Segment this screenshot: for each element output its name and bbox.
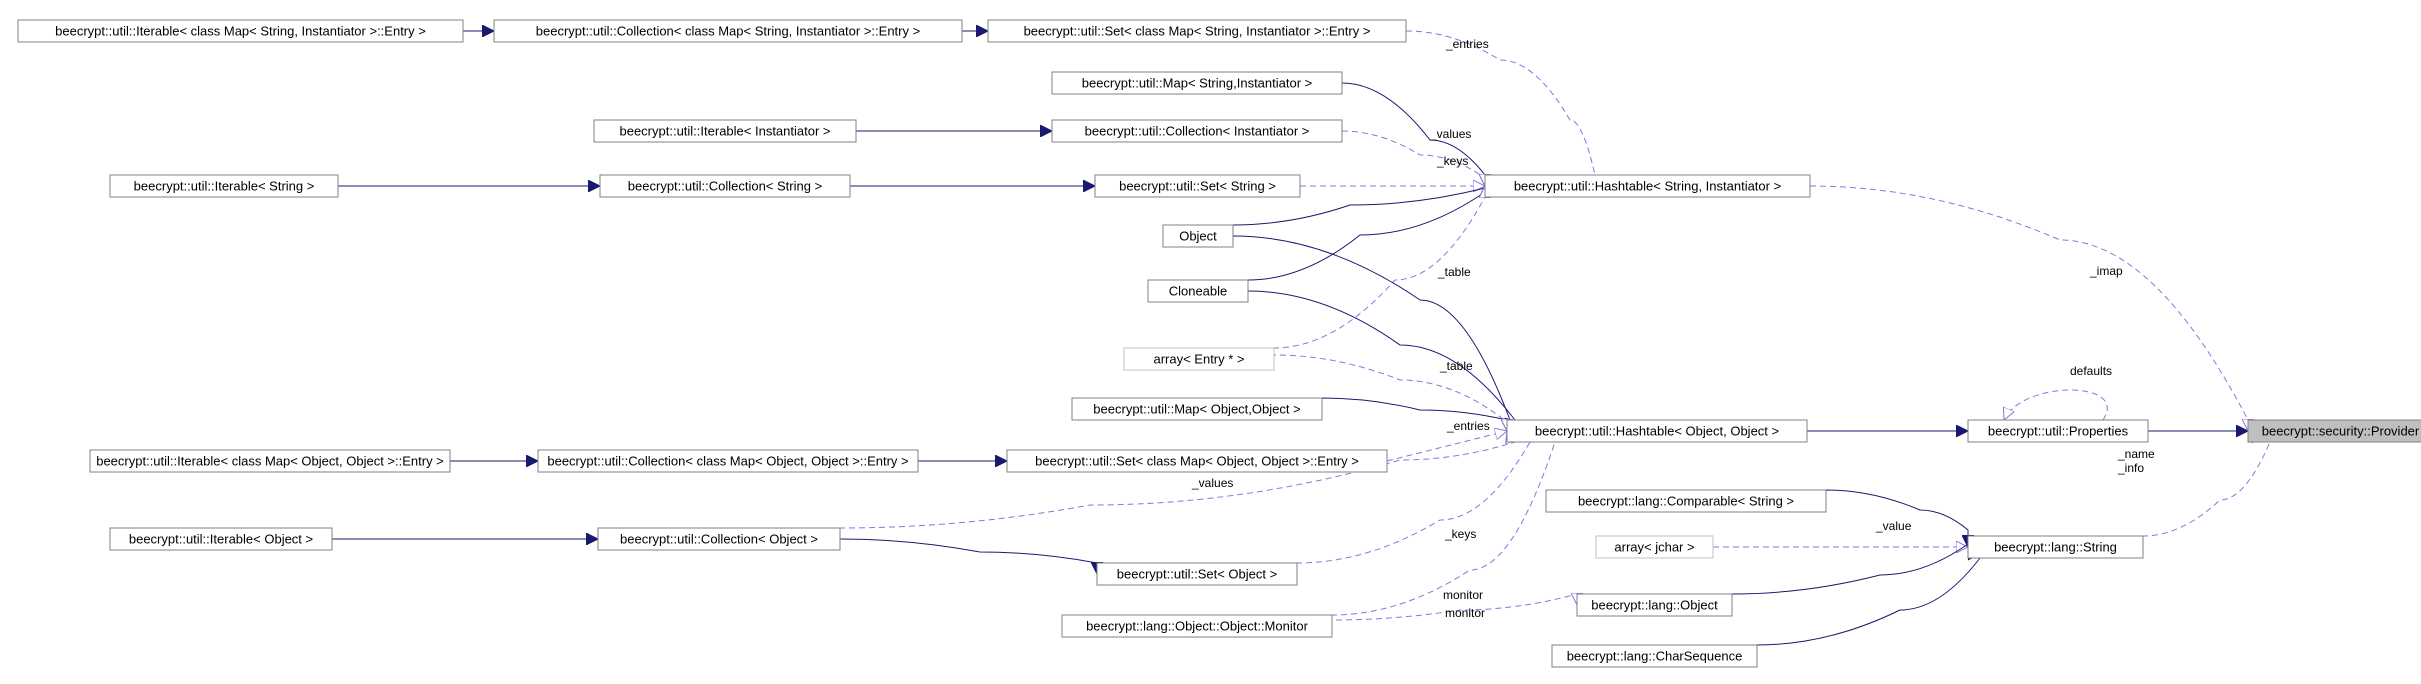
node-hashOO[interactable]: beecrypt::util::Hashtable< Object, Objec… bbox=[1507, 420, 1807, 442]
node-label: beecrypt::util::Collection< Instantiator… bbox=[1085, 123, 1310, 138]
edge-label: _keys bbox=[1436, 154, 1468, 168]
node-collInst[interactable]: beecrypt::util::Collection< Instantiator… bbox=[1052, 120, 1342, 142]
node-hashSI[interactable]: beecrypt::util::Hashtable< String, Insta… bbox=[1485, 175, 1810, 197]
node-label: beecrypt::util::Collection< String > bbox=[628, 178, 822, 193]
node-label: beecrypt::util::Set< class Map< Object, … bbox=[1035, 453, 1359, 468]
node-compStr[interactable]: beecrypt::lang::Comparable< String > bbox=[1546, 490, 1826, 512]
node-label: beecrypt::util::Iterable< class Map< Obj… bbox=[96, 453, 444, 468]
node-iterStr[interactable]: beecrypt::util::Iterable< String > bbox=[110, 175, 338, 197]
node-charSeq[interactable]: beecrypt::lang::CharSequence bbox=[1552, 645, 1757, 667]
edge-label: _entries bbox=[1445, 37, 1489, 51]
node-iterInst[interactable]: beecrypt::util::Iterable< Instantiator > bbox=[594, 120, 856, 142]
edge-label: _entries bbox=[1446, 419, 1490, 433]
node-object[interactable]: Object bbox=[1163, 225, 1233, 247]
edge bbox=[2143, 431, 2270, 547]
node-label: beecrypt::security::Provider bbox=[2262, 423, 2420, 438]
node-mapOO[interactable]: beecrypt::util::Map< Object,Object > bbox=[1072, 398, 1322, 420]
node-properties[interactable]: beecrypt::util::Properties bbox=[1968, 420, 2148, 442]
edge-label: monitor bbox=[1445, 606, 1485, 620]
edge bbox=[840, 539, 1097, 574]
nodes-layer: beecrypt::security::Providerbeecrypt::ut… bbox=[18, 20, 2421, 667]
node-arrJchar[interactable]: array< jchar > bbox=[1596, 536, 1713, 558]
edge bbox=[1732, 544, 1968, 605]
edge-label: _values bbox=[1191, 476, 1233, 490]
node-label: beecrypt::util::Hashtable< Object, Objec… bbox=[1535, 423, 1779, 438]
edge bbox=[1757, 547, 1980, 656]
node-label: Object bbox=[1179, 228, 1217, 243]
node-label: beecrypt::lang::Object::Object::Monitor bbox=[1086, 618, 1308, 633]
node-label: beecrypt::lang::Comparable< String > bbox=[1578, 493, 1794, 508]
edge-label: _table bbox=[1439, 359, 1473, 373]
node-setStr[interactable]: beecrypt::util::Set< String > bbox=[1095, 175, 1300, 197]
node-setEntryOO[interactable]: beecrypt::util::Set< class Map< Object, … bbox=[1007, 450, 1387, 472]
edge-label: _value bbox=[1875, 519, 1912, 533]
node-provider[interactable]: beecrypt::security::Provider bbox=[2248, 420, 2421, 442]
node-label: beecrypt::lang::String bbox=[1994, 539, 2117, 554]
edge-label: defaults bbox=[2070, 364, 2112, 378]
node-setEntrySI[interactable]: beecrypt::util::Set< class Map< String, … bbox=[988, 20, 1406, 42]
node-label: Cloneable bbox=[1169, 283, 1228, 298]
edge-label: _info bbox=[2117, 461, 2144, 475]
edge bbox=[1406, 31, 1595, 186]
edge-label: monitor bbox=[1443, 588, 1483, 602]
node-collEntryOO[interactable]: beecrypt::util::Collection< class Map< O… bbox=[538, 450, 918, 472]
node-langObj[interactable]: beecrypt::lang::Object bbox=[1577, 594, 1732, 616]
node-label: beecrypt::util::Collection< class Map< S… bbox=[536, 23, 920, 38]
node-label: beecrypt::util::Map< String,Instantiator… bbox=[1082, 75, 1313, 90]
node-monitor[interactable]: beecrypt::lang::Object::Object::Monitor bbox=[1062, 615, 1332, 637]
node-label: beecrypt::util::Map< Object,Object > bbox=[1093, 401, 1300, 416]
edge-selfloop bbox=[2004, 390, 2107, 420]
node-label: beecrypt::util::Collection< Object > bbox=[620, 531, 818, 546]
node-langStr[interactable]: beecrypt::lang::String bbox=[1968, 536, 2143, 558]
node-label: beecrypt::util::Set< class Map< String, … bbox=[1024, 23, 1371, 38]
node-iterEntrySI[interactable]: beecrypt::util::Iterable< class Map< Str… bbox=[18, 20, 463, 42]
node-collStr[interactable]: beecrypt::util::Collection< String > bbox=[600, 175, 850, 197]
edge bbox=[840, 431, 1515, 539]
edge-label: _imap bbox=[2089, 264, 2123, 278]
node-label: beecrypt::util::Iterable< Object > bbox=[129, 531, 313, 546]
node-iterEntryOO[interactable]: beecrypt::util::Iterable< class Map< Obj… bbox=[90, 450, 450, 472]
node-label: beecrypt::util::Hashtable< String, Insta… bbox=[1514, 178, 1781, 193]
node-setObj[interactable]: beecrypt::util::Set< Object > bbox=[1097, 563, 1297, 585]
node-label: beecrypt::util::Set< Object > bbox=[1117, 566, 1277, 581]
edge-label: _name bbox=[2117, 447, 2155, 461]
node-label: beecrypt::util::Iterable< String > bbox=[134, 178, 315, 193]
node-label: beecrypt::util::Iterable< Instantiator > bbox=[619, 123, 830, 138]
class-collab-diagram: defaults _imap _name_info _values _keys _tabl… bbox=[0, 0, 2421, 684]
node-label: beecrypt::util::Properties bbox=[1988, 423, 2129, 438]
edge bbox=[1810, 186, 2248, 431]
node-label: beecrypt::util::Set< String > bbox=[1119, 178, 1276, 193]
node-iterObj[interactable]: beecrypt::util::Iterable< Object > bbox=[110, 528, 332, 550]
edge-label: _table bbox=[1437, 265, 1471, 279]
node-label: beecrypt::lang::Object bbox=[1591, 597, 1718, 612]
node-arrEntry[interactable]: array< Entry * > bbox=[1124, 348, 1274, 370]
edge-label: _values bbox=[1429, 127, 1471, 141]
node-label: beecrypt::util::Iterable< class Map< Str… bbox=[55, 23, 426, 38]
node-label: array< jchar > bbox=[1614, 539, 1694, 554]
node-collEntrySI[interactable]: beecrypt::util::Collection< class Map< S… bbox=[494, 20, 962, 42]
edge-label: _keys bbox=[1444, 527, 1476, 541]
node-cloneable[interactable]: Cloneable bbox=[1148, 280, 1248, 302]
node-label: beecrypt::lang::CharSequence bbox=[1567, 648, 1743, 663]
node-collObj[interactable]: beecrypt::util::Collection< Object > bbox=[598, 528, 840, 550]
node-label: beecrypt::util::Collection< class Map< O… bbox=[547, 453, 908, 468]
node-label: array< Entry * > bbox=[1153, 351, 1244, 366]
node-mapSI[interactable]: beecrypt::util::Map< String,Instantiator… bbox=[1052, 72, 1342, 94]
